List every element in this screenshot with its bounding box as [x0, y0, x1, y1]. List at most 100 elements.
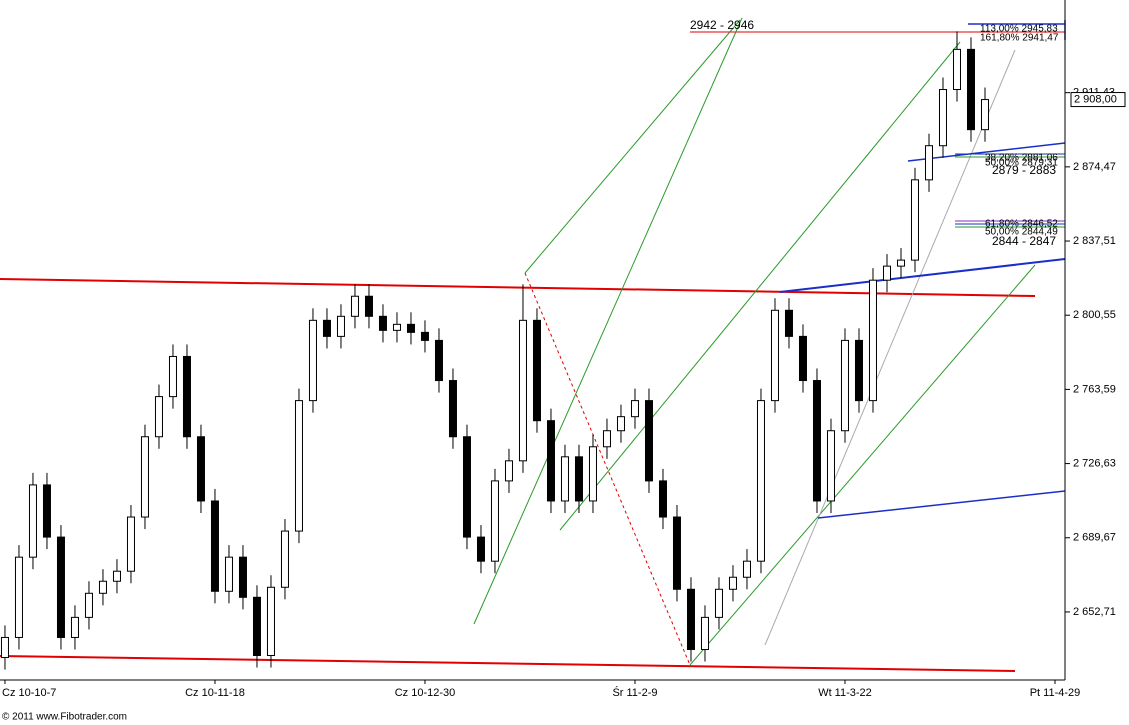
annotation: 50,00% 2844,49: [985, 227, 1058, 238]
annotation: 50,00% 2879,31: [985, 158, 1058, 169]
candle-body: [812, 380, 821, 502]
candle-body: [238, 556, 247, 598]
last-price-label: 2 908,00: [1074, 93, 1117, 105]
candle-body: [924, 145, 933, 181]
candle-body: [854, 339, 863, 402]
candle-body: [826, 430, 835, 502]
last-price-box: [1070, 92, 1126, 108]
candle-body: [784, 309, 793, 337]
y-tick-label: 2 837,51: [1073, 235, 1116, 247]
candle-body: [308, 319, 317, 402]
y-tick-label: 2 689,67: [1073, 532, 1116, 544]
candle-body: [154, 396, 163, 438]
candle-body: [434, 339, 443, 382]
candle-body: [266, 586, 275, 657]
candle-body: [126, 516, 135, 572]
candle-body: [252, 596, 261, 657]
candle-body: [980, 99, 989, 131]
candle-body: [882, 265, 891, 281]
candle-body: [798, 335, 807, 382]
candle-body: [602, 430, 611, 448]
x-tick-label: Cz 10-11-18: [185, 687, 245, 699]
candle-body: [504, 460, 513, 482]
annotation: 38,20% 2881,06: [985, 153, 1058, 164]
candle-body: [322, 319, 331, 337]
candle-body: [406, 323, 415, 333]
candle-body: [224, 556, 233, 592]
annotation: 2879 - 2883: [992, 163, 1056, 177]
candle-body: [770, 309, 779, 402]
drawing-tools: [0, 17, 1066, 672]
candle-body: [42, 484, 51, 538]
candle-body: [686, 588, 695, 650]
trend-line: [764, 49, 1016, 646]
candle-body: [588, 446, 597, 502]
candle-body: [336, 315, 345, 337]
candle-body: [448, 380, 457, 438]
candle-body: [700, 616, 709, 650]
blue-line: [779, 258, 1066, 293]
x-tick-label: Śr 11-2-9: [612, 686, 657, 699]
x-tick-label: Wt 11-3-22: [818, 687, 872, 699]
channel-line: [689, 264, 1036, 666]
candle-body: [532, 319, 541, 422]
candle-body: [560, 456, 569, 502]
candle-body: [490, 480, 499, 562]
annotation: 113,00% 2945,83: [980, 24, 1058, 35]
candle-body: [140, 436, 149, 518]
candle-body: [56, 536, 65, 638]
candle-body: [14, 556, 23, 638]
y-tick-label: 2 874,47: [1073, 161, 1116, 173]
candle-body: [378, 315, 387, 331]
candle-body: [910, 179, 919, 261]
candle-body: [546, 420, 555, 502]
candle-body: [756, 400, 765, 562]
candle-body: [28, 484, 37, 558]
candle-body: [518, 319, 527, 462]
candle-body: [182, 355, 191, 438]
resistance-line: [0, 278, 1036, 297]
candle-body: [462, 436, 471, 538]
blue-line: [907, 142, 1066, 162]
candle-body: [420, 331, 429, 341]
candle-body: [966, 48, 975, 131]
candle-body: [364, 295, 373, 317]
y-tick-label: 2 726,63: [1073, 457, 1116, 469]
y-tick-label: 2 763,59: [1073, 383, 1116, 395]
x-tick-label: Pt 11-4-29: [1030, 687, 1081, 699]
candle-body: [196, 436, 205, 502]
candle-body: [98, 580, 107, 594]
candle-body: [70, 616, 79, 638]
candle-body: [868, 279, 877, 402]
candle-body: [350, 295, 359, 317]
candle-body: [714, 588, 723, 618]
candle-body: [952, 48, 961, 91]
candle-body: [658, 480, 667, 518]
annotation: 61,80% 2846,52: [985, 219, 1058, 230]
candle-body: [112, 570, 121, 582]
candle-body: [938, 89, 947, 147]
blue-line: [817, 490, 1066, 519]
credit: © 2011 www.Fibotrader.com: [2, 712, 127, 723]
y-tick-label: 2 652,71: [1073, 606, 1116, 618]
candle-body: [168, 355, 177, 398]
x-tick-label: Cz 10-12-30: [395, 687, 456, 699]
candle-body: [280, 530, 289, 588]
channel-line: [473, 17, 743, 625]
candle-body: [896, 259, 905, 267]
x-tick-label: Cz 10-10-7: [2, 687, 56, 699]
candle-body: [742, 560, 751, 578]
channel-line: [559, 41, 961, 531]
support-line: [0, 655, 1016, 672]
candle-body: [84, 592, 93, 618]
annotation: 2942 - 2946: [690, 18, 754, 32]
candle-body: [294, 400, 303, 532]
candle-body: [644, 400, 653, 482]
y-tick-label: 2 800,55: [1073, 309, 1116, 321]
candle-body: [672, 516, 681, 590]
candle-body: [210, 500, 219, 592]
annotation: 2844 - 2847: [992, 234, 1056, 248]
candle-body: [630, 400, 639, 418]
candle-body: [616, 416, 625, 432]
